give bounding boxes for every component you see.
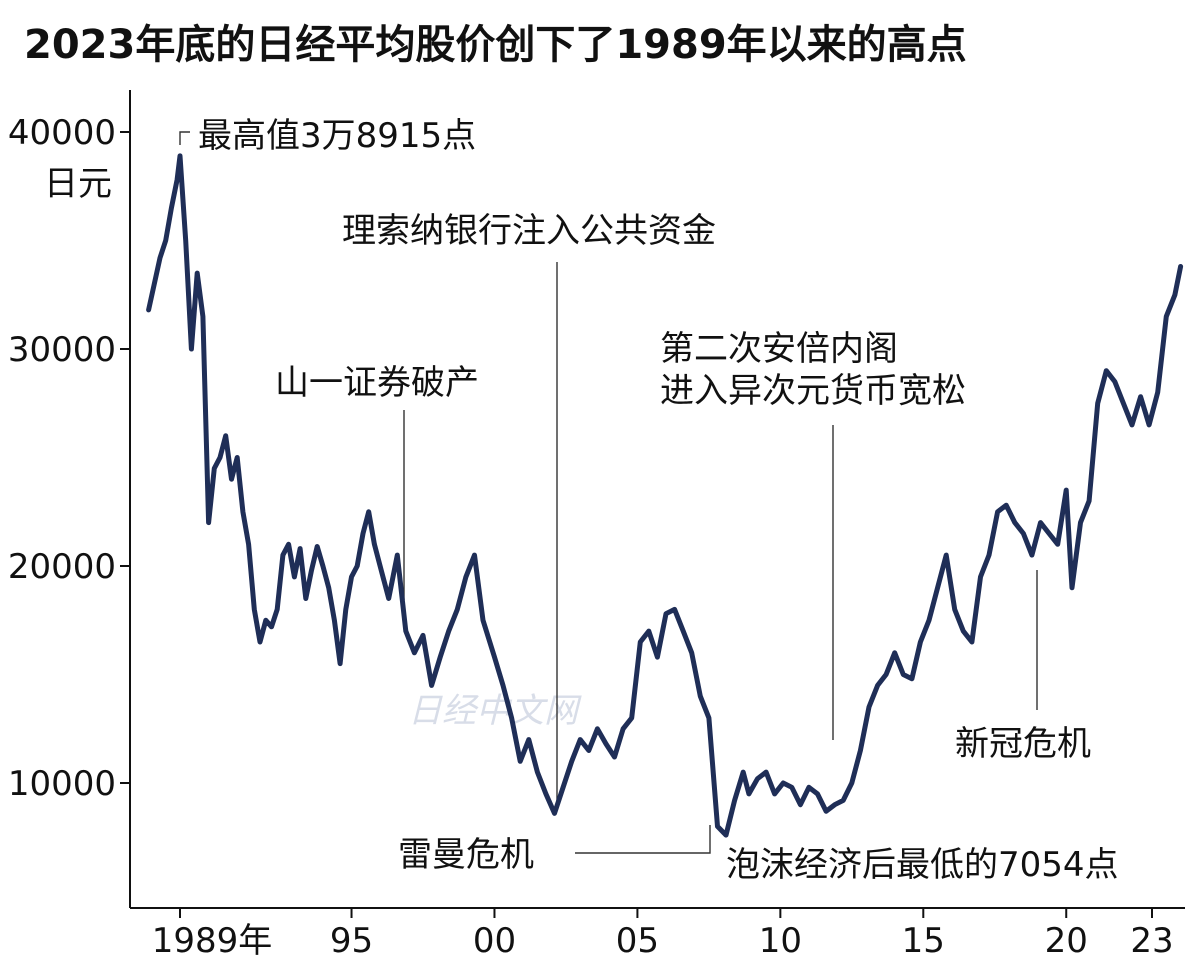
y-tick-label: 10000: [8, 764, 116, 804]
x-tick-label: 20: [1045, 921, 1088, 961]
x-tick-label: 00: [473, 921, 516, 961]
y-tick-label: 40000: [8, 113, 116, 153]
annotation-abe-1: 第二次安倍内阁: [660, 329, 898, 369]
x-tick-label: 1989年: [152, 921, 273, 961]
annotation-resona: 理索纳银行注入公共资金: [342, 211, 716, 251]
watermark: 日经中文网: [408, 691, 582, 731]
annotation-lines: [179, 131, 1038, 854]
x-tick-label: 10: [759, 921, 802, 961]
lehman-leader: [575, 825, 711, 854]
y-ticks: 10000 20000 30000 40000: [8, 113, 130, 804]
annotation-lehman: 雷曼危机: [398, 835, 534, 875]
y-tick-label: 30000: [8, 330, 116, 370]
x-ticks: 1989年 95 00 05 10 15 20 23: [152, 908, 1174, 961]
x-tick-label: 23: [1130, 921, 1173, 961]
x-tick-label: 15: [902, 921, 945, 961]
peak-leader: [179, 131, 190, 145]
chart-title: 2023年底的日经平均股价创下了1989年以来的高点: [24, 22, 967, 68]
annotation-yamaichi: 山一证券破产: [275, 363, 479, 403]
y-tick-label: 20000: [8, 547, 116, 587]
x-tick-label: 05: [616, 921, 659, 961]
annotation-lowest: 泡沫经济后最低的7054点: [726, 845, 1119, 885]
y-unit-label: 日元: [44, 164, 112, 204]
series-line: [146, 153, 1184, 838]
x-tick-label: 95: [330, 921, 373, 961]
annotation-abe-2: 进入异次元货币宽松: [660, 371, 966, 411]
annotation-peak: 最高值3万8915点: [198, 116, 476, 156]
annotation-covid: 新冠危机: [955, 724, 1091, 764]
